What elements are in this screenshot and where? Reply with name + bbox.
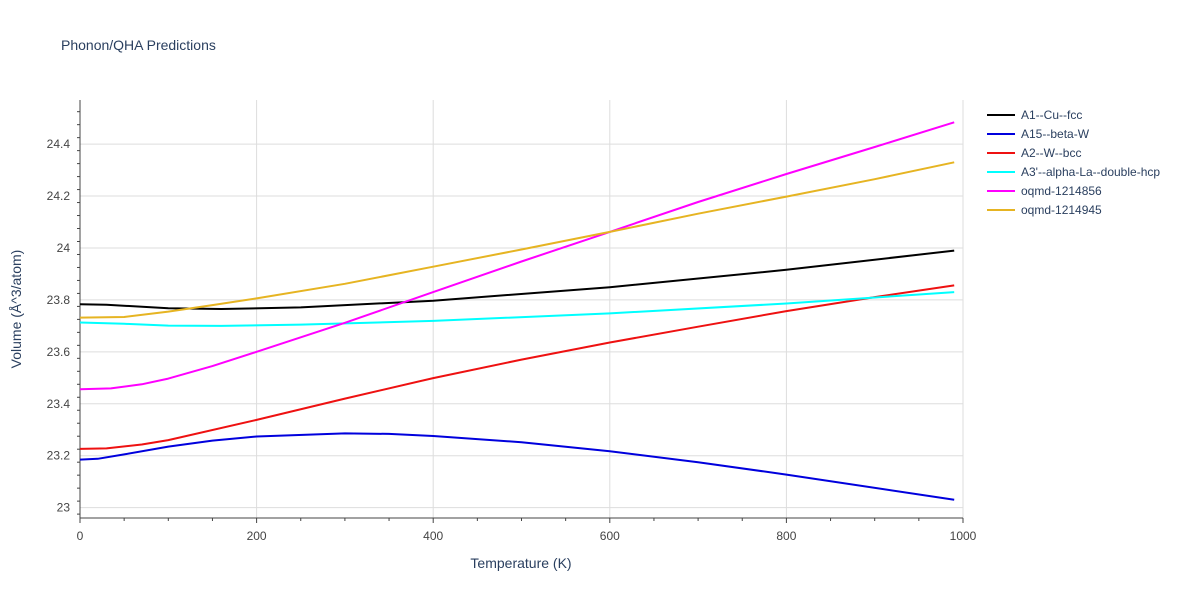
y-tick-label: 23.4 [47,397,71,411]
series-line[interactable] [79,291,955,327]
y-tick-label: 24 [57,241,71,255]
chart-title: Phonon/QHA Predictions [61,37,216,53]
y-tick-label: 23.8 [47,293,71,307]
legend-label[interactable]: A2--W--bcc [1021,146,1081,160]
x-tick-label: 800 [776,529,796,543]
legend-label[interactable]: A1--Cu--fcc [1021,108,1082,122]
x-tick-label: 200 [247,529,267,543]
legend[interactable]: A1--Cu--fcc A15--beta-W A2--W--bcc A3'--alp… [987,108,1160,217]
legend-label[interactable]: oqmd-1214856 [1021,184,1102,198]
x-tick-label: 600 [600,529,620,543]
legend-label[interactable]: oqmd-1214945 [1021,203,1102,217]
series-line[interactable] [79,284,955,450]
x-axis-title: Temperature (K) [470,555,571,571]
legend-label[interactable]: A15--beta-W [1021,127,1090,141]
legend-label[interactable]: A3'--alpha-La--double-hcp [1021,165,1160,179]
x-tick-label: 0 [77,529,84,543]
y-tick-label: 23.6 [47,345,71,359]
y-tick-label: 23.2 [47,449,71,463]
x-tick-label: 400 [423,529,443,543]
plot-area[interactable]: 0 200 400 600 800 1000 23 23.2 23.4 23.6 23.8 24 24.… [47,100,977,543]
y-tick-label: 23 [57,501,71,515]
x-tick-label: 1000 [950,529,977,543]
y-tick-label: 24.4 [47,137,71,151]
y-axis-title: Volume (Å^3/atom) [8,250,24,369]
series-line[interactable] [79,161,955,319]
series-line[interactable] [79,249,955,310]
series-line[interactable] [79,121,955,391]
y-tick-label: 24.2 [47,189,71,203]
series-line[interactable] [79,432,955,501]
